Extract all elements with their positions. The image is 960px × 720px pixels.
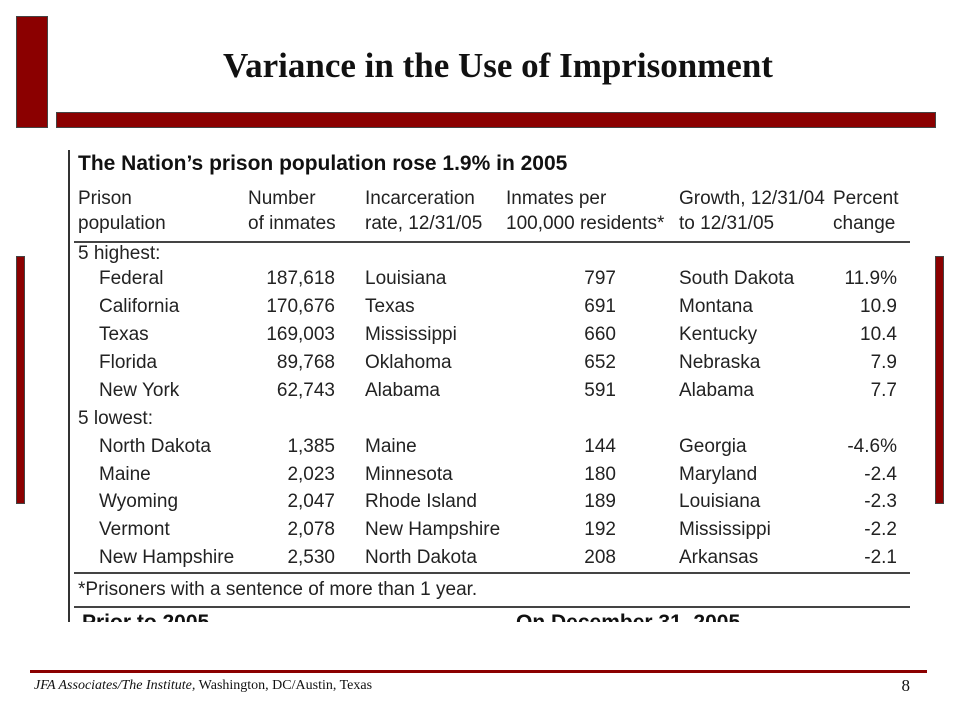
prison-population-table: The Nation’s prison population rose 1.9%… — [68, 150, 913, 622]
group-label-lowest: 5 lowest: — [78, 408, 153, 429]
table-row: 1,385 — [287, 436, 335, 457]
table-row: Louisiana — [365, 268, 447, 289]
table-row: 11.9% — [844, 268, 897, 289]
header-percent-change: Percent change — [833, 188, 899, 234]
table-row: Maine — [99, 464, 151, 485]
footer-rule — [30, 670, 927, 673]
table-row: North Dakota — [99, 436, 211, 457]
table-row: Federal — [99, 268, 164, 289]
table-row: 652 — [584, 352, 616, 373]
table-row: 62,743 — [276, 380, 335, 401]
table-row: 170,676 — [266, 296, 335, 317]
footer-org: JFA Associates/The Institute, — [34, 678, 196, 693]
table-row: -2.2 — [864, 519, 897, 540]
table-row: Mississippi — [679, 519, 771, 540]
table-row: 7.9 — [870, 352, 897, 373]
table-row: 797 — [584, 268, 616, 289]
table-row: 180 — [584, 464, 616, 485]
table-row: Florida — [99, 352, 158, 373]
table-row: Alabama — [679, 380, 754, 401]
table-title: The Nation’s prison population rose 1.9%… — [78, 152, 568, 175]
footnote-rule — [74, 572, 910, 574]
table-row: North Dakota — [365, 547, 477, 568]
table-row: 660 — [584, 324, 616, 345]
header-incarceration-rate: Incarceration rate, 12/31/05 — [365, 188, 483, 234]
table-left-rule — [68, 150, 70, 622]
table-row: 2,078 — [287, 519, 335, 540]
cutoff-heading-left: Prior to 2005 — [82, 611, 209, 622]
table-row: Alabama — [365, 380, 440, 401]
table-row: -4.6% — [847, 436, 897, 457]
footer-citation: JFA Associates/The Institute, Washington… — [34, 678, 372, 694]
table-row: New Hampshire — [365, 519, 501, 540]
table-row: 2,530 — [287, 547, 335, 568]
table-row: 187,618 — [266, 268, 335, 289]
cutoff-heading-right: On December 31, 2005 — [516, 611, 740, 622]
decorative-bar-vertical — [16, 16, 48, 128]
header-number-of-inmates: Number of inmates — [248, 188, 336, 234]
table-row: Minnesota — [365, 464, 453, 485]
decorative-bar-left — [16, 256, 25, 504]
group-label-highest: 5 highest: — [78, 243, 161, 264]
table-row: Kentucky — [679, 324, 758, 345]
bottom-rule — [74, 606, 910, 608]
table-row: 10.9 — [860, 296, 897, 317]
table-row: Maryland — [679, 464, 758, 485]
table-row: -2.1 — [864, 547, 897, 568]
table-row: Texas — [365, 296, 415, 317]
table-row: -2.3 — [864, 491, 897, 512]
table-row: 691 — [584, 296, 616, 317]
table-row: New Hampshire — [99, 547, 235, 568]
table-row: Nebraska — [679, 352, 761, 373]
table-row: Mississippi — [365, 324, 457, 345]
header-inmates-per-100k: Inmates per 100,000 residents* — [506, 188, 665, 234]
header-growth: Growth, 12/31/04 to 12/31/05 — [679, 188, 825, 234]
table-row: New York — [99, 380, 180, 401]
table-row: 89,768 — [276, 352, 335, 373]
table-row: South Dakota — [679, 268, 795, 289]
table-row: 192 — [584, 519, 616, 540]
table-row: 2,023 — [287, 464, 335, 485]
table-row: 2,047 — [287, 491, 335, 512]
table-row: Wyoming — [99, 491, 179, 512]
table-footnote: *Prisoners with a sentence of more than … — [78, 579, 478, 600]
table-row: Oklahoma — [365, 352, 452, 373]
page-number: 8 — [901, 676, 911, 695]
table-row: 10.4 — [860, 324, 897, 345]
footer-location: Washington, DC/Austin, Texas — [195, 678, 373, 693]
table-row: Rhode Island — [365, 491, 477, 512]
table-row: Montana — [679, 296, 753, 317]
table-row: 208 — [584, 547, 616, 568]
table-row: Georgia — [679, 436, 747, 457]
table-row: 591 — [584, 380, 616, 401]
table-row: Maine — [365, 436, 417, 457]
table-row: -2.4 — [864, 464, 897, 485]
slide-title: Variance in the Use of Imprisonment — [223, 46, 773, 85]
header-rule — [74, 241, 910, 243]
decorative-bar-horizontal — [56, 112, 936, 128]
table-row: 144 — [584, 436, 616, 457]
table-row: 189 — [584, 491, 616, 512]
header-prison-population: Prison population — [78, 188, 166, 234]
table-row: Louisiana — [679, 491, 761, 512]
decorative-bar-right — [935, 256, 944, 504]
table-row: 7.7 — [870, 380, 897, 401]
table-row: California — [99, 296, 180, 317]
table-row: Vermont — [99, 519, 170, 540]
table-row: 169,003 — [266, 324, 335, 345]
table-row: Arkansas — [679, 547, 759, 568]
table-row: Texas — [99, 324, 149, 345]
